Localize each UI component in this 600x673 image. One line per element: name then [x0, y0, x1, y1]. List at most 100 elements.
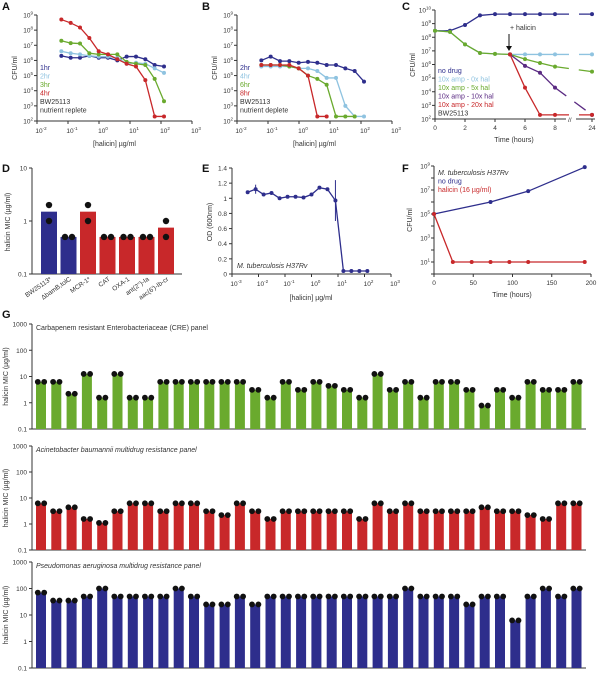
replicate-dot [179, 585, 185, 592]
panel-title: Pseudomonas aeruginosa multidrug resista… [36, 563, 201, 570]
replicate-dot [301, 386, 308, 393]
series-halicin (16 µg/ml)-point [526, 260, 531, 264]
x-tick-label: 10-2 [257, 279, 269, 288]
bar [234, 596, 245, 668]
series-no drug-point [538, 12, 542, 17]
y-tick-label: 1 [23, 219, 27, 226]
replicate-dot [286, 508, 292, 515]
legend-entry: BW25113 [40, 99, 70, 106]
legend-entry: BW25113 [438, 111, 468, 118]
y-tick-label: 106 [421, 60, 431, 69]
replicate-dot [509, 508, 515, 515]
replicate-dot [157, 508, 164, 515]
replicate-dot [80, 516, 87, 522]
bar [418, 596, 429, 668]
arrow-head-icon [506, 46, 512, 51]
bar [158, 381, 169, 429]
series-10x amp - 5x hal-extension [554, 65, 593, 73]
y-axis-label: halicin MIC (µg/ml) [3, 586, 10, 645]
panel-label-D: D [2, 163, 10, 175]
series-2hr-point [152, 66, 157, 71]
replicate-dot [133, 394, 139, 401]
replicate-dot [111, 508, 118, 515]
bar [495, 596, 505, 668]
replicate-dot [371, 593, 378, 600]
series-no drug-point [488, 200, 493, 204]
replicate-dot [356, 394, 362, 401]
series-3hr-point [59, 38, 64, 43]
series-halicin (16 µg/ml)-point [450, 260, 455, 264]
series-halicin (16 µg/ml)-point [507, 260, 512, 264]
replicate-dot [524, 512, 531, 518]
replicate-dot [377, 593, 384, 600]
x-axis-label: [halicin] µg/ml [290, 295, 333, 302]
x-axis-label: [halicin] µg/ml [93, 141, 136, 148]
x-tick-label: 200 [586, 280, 597, 287]
y-tick-label: 109 [23, 11, 33, 20]
replicate-dot [316, 378, 323, 385]
y-tick-label: 107 [420, 186, 430, 195]
legend-entry: 2hr [240, 65, 251, 72]
replicate-dot [148, 394, 155, 401]
category-label: MCR-1* [69, 276, 92, 295]
replicate-dot [325, 593, 332, 600]
replicate-dot [530, 593, 537, 600]
replicate-dot [530, 512, 537, 518]
replicate-dot [393, 593, 399, 600]
replicate-dot [423, 593, 430, 600]
y-tick-label: 109 [223, 11, 233, 20]
bar [418, 397, 429, 429]
series-mtb-point [325, 187, 330, 192]
x-tick-label: 101 [329, 126, 339, 135]
bar [495, 511, 505, 550]
bar [112, 596, 123, 668]
series-2hr-point [278, 59, 283, 64]
replicate-dot [240, 500, 247, 507]
replicate-dot [71, 390, 78, 397]
replicate-dot [362, 516, 369, 522]
series-4hr-point [68, 20, 73, 25]
y-tick-label: 0.8 [218, 211, 227, 218]
replicate-dot [454, 378, 461, 385]
replicate-dot [432, 593, 439, 600]
bar [326, 511, 337, 550]
x-axis-label: [halicin] µg/ml [293, 141, 336, 148]
series-mtb-point [301, 195, 306, 200]
bar [525, 596, 536, 668]
replicate-dot [279, 378, 286, 385]
series-1hr-point [143, 57, 148, 62]
y-tick-label: 0 [223, 272, 227, 279]
replicate-dot [249, 601, 255, 608]
replicate-dot [209, 378, 216, 385]
replicate-dot [454, 593, 461, 600]
replicate-dot [117, 593, 124, 600]
y-tick-label: 107 [421, 46, 431, 55]
replicate-dot [463, 386, 470, 393]
x-tick-label: 10-2 [235, 126, 247, 135]
replicate-dot [340, 593, 347, 600]
y-tick-label: 100 [16, 586, 27, 593]
replicate-dot [56, 597, 63, 604]
bar [479, 596, 490, 668]
replicate-dot [233, 593, 240, 600]
replicate-dot [65, 390, 72, 397]
replicate-dot [423, 394, 430, 401]
y-tick-label: 100 [16, 470, 27, 477]
legend-entry: no drug [438, 68, 462, 75]
y-tick-label: 104 [421, 87, 431, 96]
replicate-dot [41, 589, 48, 596]
replicate-dot [478, 504, 485, 511]
replicate-dot [561, 593, 568, 600]
series-4hr-point [78, 25, 83, 30]
series-mtb-point [365, 268, 370, 273]
replicate-dot [576, 378, 583, 385]
replicate-dot [524, 593, 531, 600]
series-2hr-point [362, 79, 367, 84]
bar [372, 503, 383, 550]
series-10x amp - 20x hal-point [508, 52, 512, 57]
replicate-dot [102, 585, 109, 592]
series-3hr-point [68, 41, 73, 46]
series-mtb-point [357, 268, 362, 273]
y-tick-label: 101 [420, 258, 430, 267]
series-no drug-point [526, 189, 531, 194]
